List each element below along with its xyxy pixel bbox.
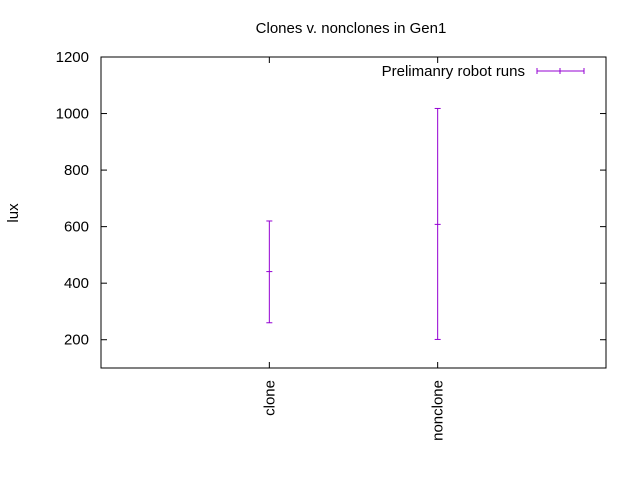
legend-sample-errorbar	[536, 68, 585, 74]
y-tick-label: 800	[64, 162, 89, 179]
series-errorbars	[266, 107, 441, 340]
y-axis: 200 400 600 800 1000 1200	[56, 49, 606, 349]
y-tick-label: 600	[64, 219, 89, 236]
errorbar-clone	[266, 220, 273, 324]
y-tick-label: 200	[64, 332, 89, 349]
y-tick-label: 400	[64, 275, 89, 292]
plot-area-border	[100, 56, 607, 369]
y-tick-label: 1200	[56, 49, 89, 66]
legend-label: Prelimanry robot runs	[382, 63, 525, 80]
y-axis-label: lux	[5, 203, 22, 223]
y-tick-label: 1000	[56, 106, 89, 123]
chart-title: Clones v. nonclones in Gen1	[256, 20, 447, 37]
x-tick-label: nonclone	[430, 380, 447, 441]
legend: Prelimanry robot runs	[382, 63, 585, 80]
x-tick-label: clone	[261, 380, 278, 416]
errorbar-nonclone	[434, 107, 441, 340]
x-axis: clone nonclone	[261, 57, 447, 441]
